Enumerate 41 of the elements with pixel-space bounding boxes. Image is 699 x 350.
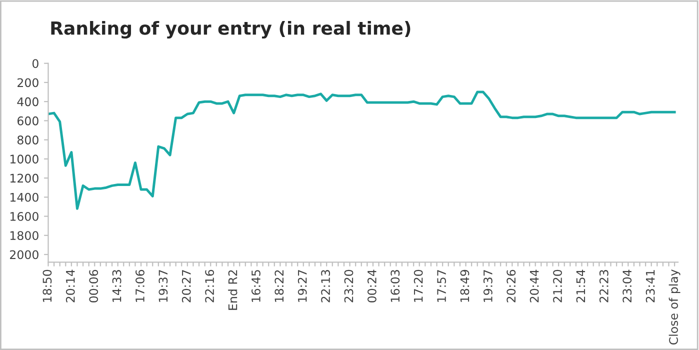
x-tick-label: 21:54 <box>576 270 586 302</box>
x-tick-label: 23:20 <box>344 270 354 302</box>
x-tick-label: 17:20 <box>414 270 423 302</box>
x-tick-label: 17:06 <box>136 270 144 302</box>
y-tick-label: 600 <box>17 116 38 126</box>
y-tick-label: 2000 <box>10 250 38 260</box>
x-tick-label: 00:24 <box>367 270 376 302</box>
chart-title: Ranking of your entry (in real time) <box>51 20 410 39</box>
x-tick-label: 18:49 <box>460 270 470 302</box>
x-tick-label: 19:37 <box>483 270 492 302</box>
x-tick-label: 18:22 <box>274 270 284 302</box>
x-tick-label: 22:13 <box>321 270 330 302</box>
x-tick-label: 20:27 <box>182 270 191 302</box>
x-tick-label: 17:57 <box>437 270 446 302</box>
x-tick-label: 20:14 <box>66 270 75 302</box>
x-tick-label: 20:26 <box>506 270 516 302</box>
x-tick-label: 19:27 <box>298 270 307 302</box>
x-tick-label: 22:16 <box>205 270 214 302</box>
x-tick-label: 14:33 <box>112 270 122 302</box>
y-tick-label: 0 <box>32 59 38 68</box>
x-tick-label: 21:20 <box>553 270 562 302</box>
y-tick-label: 1800 <box>10 231 38 240</box>
x-tick-label: Close of play <box>668 269 680 344</box>
x-tick-label: 23:04 <box>622 270 632 302</box>
y-tick-label: 1600 <box>10 212 38 221</box>
x-tick-label: 22:23 <box>599 270 608 302</box>
x-tick-label: 16:03 <box>390 270 400 302</box>
y-tick-label: 800 <box>17 136 38 144</box>
x-tick-label: End R2 <box>228 270 238 310</box>
x-tick-label: 20:44 <box>530 270 539 302</box>
y-tick-label: 400 <box>17 97 38 106</box>
y-tick-label: 1400 <box>10 192 38 202</box>
x-tick-label: 23:41 <box>646 270 655 302</box>
line-series <box>48 90 676 210</box>
x-tick-label: 18:50 <box>42 270 52 302</box>
y-tick-label: 1200 <box>10 174 38 183</box>
x-tick-label: 19:37 <box>158 270 168 302</box>
x-tick-label: 16:45 <box>252 270 260 302</box>
x-tick-label: 00:06 <box>89 270 98 302</box>
y-tick-label: 200 <box>18 78 38 88</box>
y-tick-label: 1000 <box>10 154 38 164</box>
